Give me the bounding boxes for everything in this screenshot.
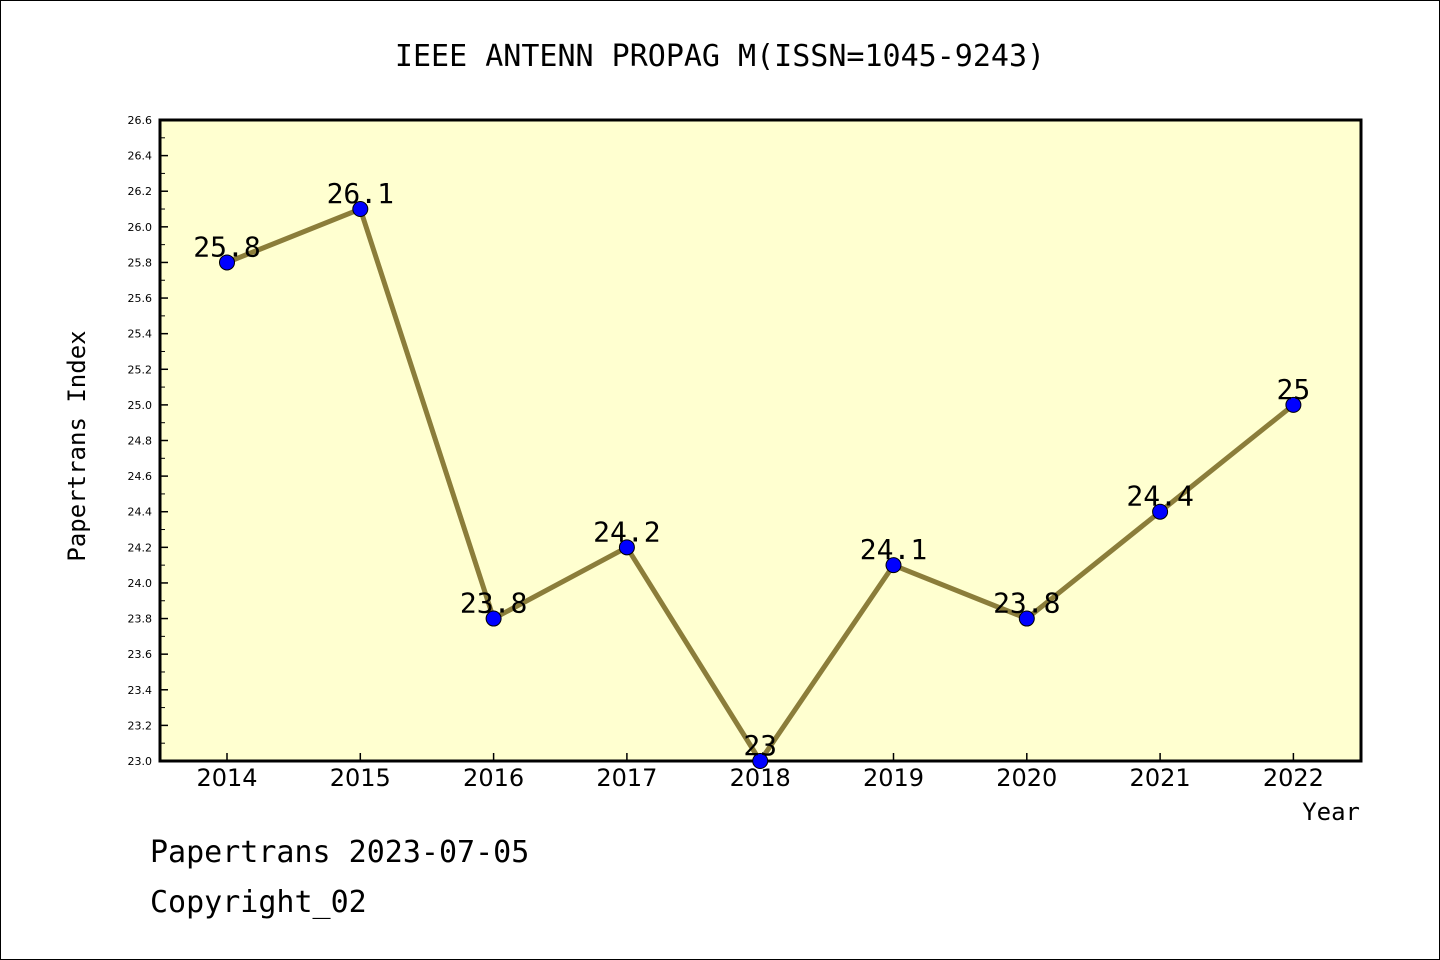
y-tick-label: 24.8 xyxy=(128,435,153,448)
data-point xyxy=(618,539,635,556)
y-axis-label: Papertrans Index xyxy=(63,330,91,561)
data-point xyxy=(1018,610,1035,627)
plot-area xyxy=(158,118,1363,763)
data-label: 24.4 xyxy=(1126,480,1193,513)
y-tick-label: 26.6 xyxy=(128,114,153,127)
data-labels: 25.8 26.1 23.8 24.2 23 24.1 23.8 24.4 25 xyxy=(193,177,1310,762)
data-label: 25.8 xyxy=(193,230,260,263)
data-label: 24.1 xyxy=(860,533,927,566)
y-tick-label: 24.4 xyxy=(128,506,153,519)
data-point xyxy=(752,753,769,769)
y-tick-label: 26.4 xyxy=(128,150,153,163)
x-tick-label: 2016 xyxy=(463,764,524,792)
data-point xyxy=(352,201,369,218)
x-tick-label: 2022 xyxy=(1263,764,1324,792)
y-tick-label: 23.0 xyxy=(128,755,153,768)
data-point xyxy=(1152,503,1169,520)
data-point xyxy=(485,610,502,627)
y-tick-label: 25.6 xyxy=(128,292,153,305)
data-point xyxy=(219,254,235,271)
y-tick-label: 24.6 xyxy=(128,470,153,483)
x-tick-label: 2017 xyxy=(596,764,657,792)
chart-title: IEEE ANTENN PROPAG M(ISSN=1045-9243) xyxy=(395,39,1045,74)
x-tick-label: 2020 xyxy=(996,764,1057,792)
y-tick-label: 23.6 xyxy=(128,648,153,661)
x-tick-label: 2019 xyxy=(863,764,924,792)
data-label: 23.8 xyxy=(993,587,1060,620)
y-tick-label: 26.0 xyxy=(128,221,153,234)
data-label: 23 xyxy=(743,729,777,762)
data-label: 23.8 xyxy=(460,587,527,620)
y-tick-label: 24.0 xyxy=(128,577,153,590)
y-tick-label: 25.4 xyxy=(128,328,153,341)
data-label: 25 xyxy=(1277,373,1311,406)
y-axis-ticks: 23.0 23.2 23.4 23.6 23.8 24.0 24.2 24.4 24.6 24.8… xyxy=(128,114,168,768)
y-tick-label: 23.2 xyxy=(128,719,153,732)
data-label: 24.2 xyxy=(593,515,660,548)
footer-copyright: Copyright_02 xyxy=(150,885,367,920)
data-markers xyxy=(219,201,1302,769)
y-tick-label: 23.4 xyxy=(128,684,153,697)
y-tick-label: 23.8 xyxy=(128,613,153,626)
x-axis-ticks: 2014 2015 2016 2017 2018 2019 2020 2021 2022 xyxy=(196,753,1324,792)
y-tick-label: 26.2 xyxy=(128,185,153,198)
data-point xyxy=(1285,396,1302,413)
y-tick-label: 25.2 xyxy=(128,363,153,376)
data-label: 26.1 xyxy=(327,177,394,210)
footer-date: Papertrans 2023-07-05 xyxy=(150,835,530,870)
y-tick-label: 24.2 xyxy=(128,541,153,554)
data-point xyxy=(885,557,902,574)
x-tick-label: 2021 xyxy=(1130,764,1191,792)
x-axis-label: Year xyxy=(1302,798,1360,826)
x-tick-label: 2015 xyxy=(330,764,391,792)
x-tick-label: 2014 xyxy=(196,764,257,792)
y-tick-label: 25.0 xyxy=(128,399,153,412)
y-tick-label: 25.8 xyxy=(128,256,153,269)
